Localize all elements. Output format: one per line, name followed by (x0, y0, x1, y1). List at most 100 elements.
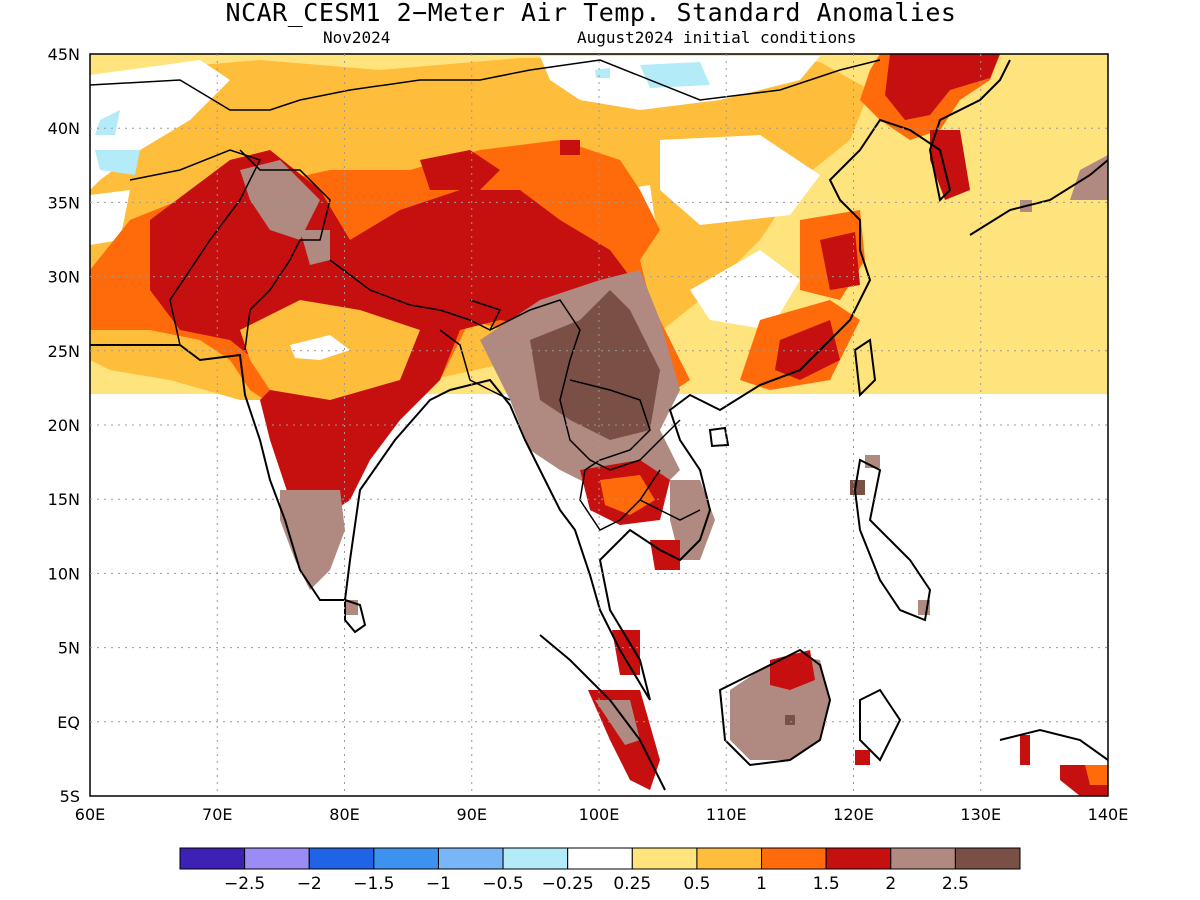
legend-swatch (244, 847, 310, 870)
anomaly-field-cyan-1 (95, 110, 120, 135)
init-conditions-label: August2024 initial conditions (577, 28, 857, 47)
border-north (90, 59, 881, 111)
legend-label: −2 (297, 874, 322, 894)
legend-swatch (308, 847, 375, 870)
anomaly-field-white-india (290, 335, 350, 360)
legend-swatch (890, 847, 956, 870)
latitude-label: 5N (58, 639, 80, 658)
longitude-label: 130E (960, 805, 1001, 824)
coastline-mainland (90, 59, 1011, 701)
coastline-philippines (853, 458, 932, 622)
coastline-sumatra (539, 634, 666, 791)
longitude-label: 100E (579, 805, 620, 824)
longitude-label: 90E (457, 805, 487, 824)
legend-label: −0.5 (482, 874, 523, 894)
border-myanmar (489, 299, 681, 471)
anomaly-field-darkbrown-philippines (850, 480, 865, 495)
anomaly-field-red-east-china (820, 232, 860, 290)
legend-label: −2.5 (224, 874, 265, 894)
coastline-srilanka (344, 598, 367, 634)
anomaly-field-brown-south-india (280, 490, 345, 590)
longitude-label: 140E (1088, 805, 1129, 824)
country-borders (90, 59, 881, 531)
anomaly-field-brown-japan (1070, 155, 1108, 200)
latitude-label: 15N (48, 490, 80, 509)
anomaly-field-white-china (690, 250, 800, 330)
anomaly-field-cyan-2 (95, 150, 140, 175)
latitude-label: 5S (60, 787, 80, 806)
anomaly-field-brown-sumatra (595, 700, 640, 745)
anomaly-field-red-sulawesi (855, 750, 870, 765)
latitude-label: 30N (48, 268, 80, 287)
legend-swatch (696, 847, 763, 870)
longitude-label: 120E (833, 805, 874, 824)
anomaly-field-red-malaya (612, 630, 640, 675)
longitude-label: 60E (75, 805, 105, 824)
legend-label: 2 (885, 874, 896, 894)
latitude-label: 25N (48, 342, 80, 361)
anomaly-field-brown-kashmir (300, 230, 330, 265)
legend-label: 2.5 (942, 874, 969, 894)
border-nepal (329, 259, 502, 332)
anomaly-field-red-korea (930, 130, 970, 200)
anomaly-field-red-tibet (420, 150, 500, 190)
anomaly-field-cyan-3 (640, 62, 710, 88)
latitude-label: 35N (48, 193, 80, 212)
anomaly-field (90, 54, 1108, 796)
anomaly-field-orange-se (1085, 765, 1108, 785)
anomaly-field-darkbrown-indochina (530, 290, 660, 440)
legend-swatch (179, 847, 246, 870)
longitude-label: 110E (706, 805, 747, 824)
latitude-label: 45N (48, 45, 80, 64)
anomaly-field-red-south-china (775, 320, 840, 380)
legend-swatch (567, 847, 633, 870)
border-afghanistan (129, 149, 262, 346)
longitude-label: 80E (329, 805, 359, 824)
latitude-label: 40N (48, 119, 80, 138)
coastline-japan (969, 159, 1108, 236)
coastline-hainan (708, 426, 730, 448)
legend-label: 0.25 (613, 874, 651, 894)
anomaly-field-orange-thailand (600, 475, 655, 515)
longitude-labels: 60E 70E 80E 90E 100E 110E 120E 130E 140E (75, 805, 1129, 824)
legend-swatch (437, 847, 504, 870)
anomaly-field-brown-vietnam (670, 480, 715, 560)
anomaly-field-red-papua (1020, 735, 1030, 765)
border-bangladesh (439, 329, 511, 401)
legend-swatch (631, 847, 698, 870)
map-title: NCAR_CESM1 2−Meter Air Temp. Standard An… (225, 0, 957, 27)
legend-swatch (761, 847, 827, 870)
legend-swatch (373, 847, 439, 870)
legend-colorbar: −2.5 −2 −1.5 −1 −0.5 −0.25 0.25 0.5 1 1.5 2 2.5 (179, 847, 1021, 894)
coastline-taiwan (853, 338, 877, 398)
legend-label: 1 (756, 874, 767, 894)
legend-label: −1.5 (353, 874, 394, 894)
anomaly-field-white-west (90, 190, 130, 245)
latitude-label: EQ (57, 713, 80, 732)
border-pakistan (239, 149, 331, 351)
coastline-borneo (718, 648, 832, 767)
legend-swatch (954, 847, 1021, 870)
anomaly-field-red-mekong (650, 540, 680, 570)
legend-label: −1 (426, 874, 451, 894)
anomaly-field-red-dot (560, 140, 580, 155)
legend-label: 1.5 (813, 874, 840, 894)
border-cambodia (639, 499, 701, 521)
anomaly-field-red-ne (885, 54, 1000, 120)
graticule (90, 54, 1108, 796)
coastline-new-guinea (999, 728, 1108, 761)
coastline-sulawesi (859, 688, 902, 762)
legend-swatch (502, 847, 569, 870)
anomaly-field-brown-pakistan (240, 160, 320, 240)
legend-label: 0.5 (683, 874, 710, 894)
longitude-label: 70E (202, 805, 232, 824)
latitude-label: 20N (48, 416, 80, 435)
latitude-labels: 45N 40N 35N 30N 25N 20N 15N 10N 5N EQ 5S (48, 45, 80, 806)
valid-month-label: Nov2024 (323, 28, 391, 47)
legend-swatch (825, 847, 892, 870)
border-thailand-laos (569, 379, 661, 531)
legend-label: −0.25 (542, 874, 594, 894)
anomaly-field-darkbrown-borneo (785, 715, 795, 725)
coastlines (90, 59, 1108, 791)
